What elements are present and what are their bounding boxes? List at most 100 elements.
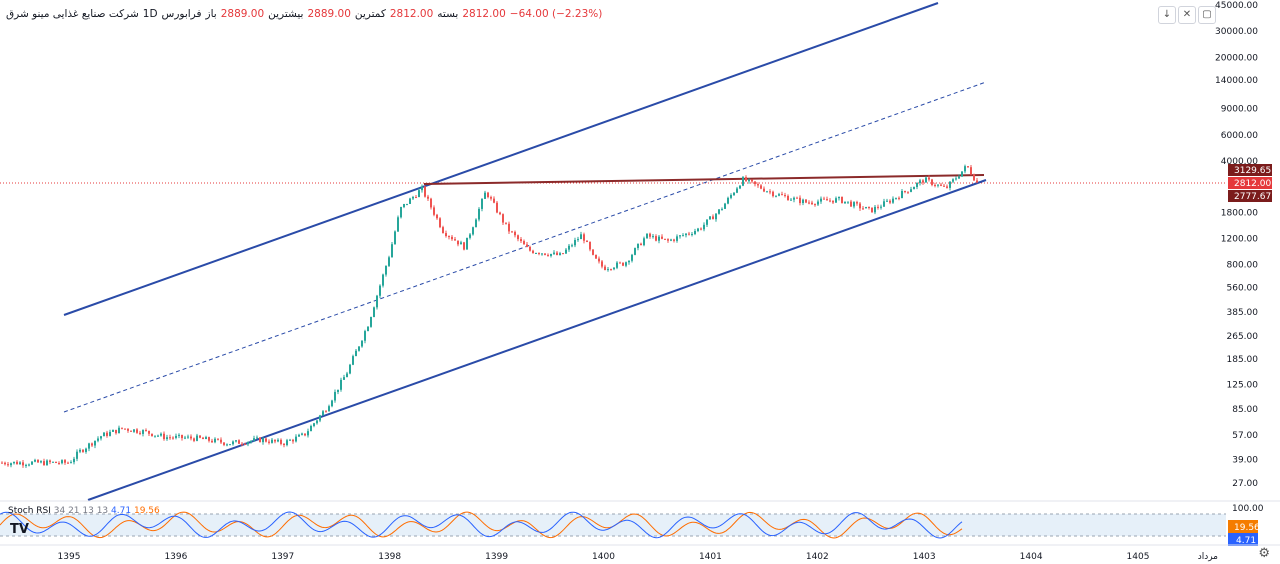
candle-body — [244, 444, 246, 446]
candle-body — [496, 202, 498, 213]
resistance-line[interactable] — [423, 174, 985, 185]
candle-body — [796, 197, 798, 199]
collapse-icon[interactable]: ✕ — [1178, 6, 1196, 24]
candle-body — [67, 462, 69, 464]
candle-body — [466, 237, 468, 250]
candle-body — [178, 434, 180, 436]
candle-body — [553, 252, 555, 254]
candle-body — [925, 177, 927, 183]
candle-body — [145, 430, 147, 432]
candle-body — [877, 206, 879, 208]
candle-body — [124, 428, 126, 430]
candle-body — [637, 243, 639, 249]
time-tick: 1395 — [58, 552, 81, 562]
candle-body — [295, 436, 297, 442]
candle-body — [799, 197, 801, 204]
candle-body — [85, 448, 87, 452]
channel-mid-line[interactable] — [63, 81, 987, 413]
candle-body — [772, 191, 774, 197]
candle-body — [229, 444, 231, 446]
candle-body — [376, 295, 378, 308]
candle-body — [640, 243, 642, 246]
price-badge-value: 2812.00 — [1234, 179, 1271, 189]
candle-body — [460, 242, 462, 245]
candle-body — [97, 438, 99, 441]
candle-body — [547, 254, 549, 256]
gear-icon[interactable]: ⚙ — [1258, 546, 1270, 561]
time-tick: 1399 — [485, 552, 508, 562]
channel-upper-line[interactable] — [63, 2, 939, 316]
candle-body — [448, 236, 450, 238]
stoch-params: 34 21 13 13 — [53, 506, 109, 516]
candle-body — [538, 253, 540, 255]
candle-body — [865, 206, 867, 209]
candle-body — [223, 442, 225, 445]
time-axis[interactable]: 1395 1396 1397 1398 1399 1400 1401 1402 1403 1404… — [58, 552, 1150, 562]
candle-body — [322, 411, 324, 416]
candle-body — [325, 411, 327, 413]
time-tick: 1402 — [806, 552, 829, 562]
candle-body — [115, 429, 117, 434]
time-tick: 1403 — [913, 552, 936, 562]
price-tick: 1200.00 — [1221, 235, 1258, 245]
price-labels: 3129.65 2812.00 2777.67 — [1228, 164, 1272, 202]
price-tick: 39.00 — [1232, 455, 1258, 465]
candle-body — [190, 436, 192, 439]
stoch-legend[interactable]: Stoch RSI 34 21 13 13 4.71 19.56 — [8, 506, 160, 516]
stoch-d-legend: 19.56 — [133, 506, 160, 516]
candle-body — [94, 440, 96, 446]
candle-body — [703, 224, 705, 230]
symbol-name[interactable]: شرکت صنایع غذایی مینو شرق — [6, 8, 139, 20]
channel-lower-line[interactable] — [87, 179, 987, 501]
fullscreen-icon[interactable]: ▢ — [1198, 6, 1216, 24]
candle-body — [706, 219, 708, 225]
candle-body — [595, 254, 597, 259]
price-axis[interactable]: 45000.00 30000.00 20000.00 14000.00 9000.00 6… — [1215, 1, 1258, 489]
candle-body — [346, 373, 348, 378]
candle-body — [517, 235, 519, 240]
candle-body — [577, 239, 579, 241]
candle-body — [751, 179, 753, 182]
candle-body — [64, 460, 66, 463]
candle-body — [823, 198, 825, 200]
stoch-d-line — [0, 511, 963, 539]
candle-body — [934, 184, 936, 186]
price-tick: 265.00 — [1227, 332, 1259, 342]
candle-body — [415, 197, 417, 199]
candle-body — [520, 239, 522, 242]
price-tick: 85.00 — [1232, 405, 1258, 415]
interval[interactable]: 1D — [142, 8, 158, 20]
candle-body — [49, 460, 51, 463]
candle-body — [664, 238, 666, 240]
time-tick: 1404 — [1020, 552, 1043, 562]
candle-body — [580, 234, 582, 240]
candle-body — [172, 437, 174, 439]
pane-toolbar: ↓ ✕ ▢ — [1158, 6, 1216, 24]
candle-body — [967, 166, 969, 168]
stoch-d-badge — [1228, 520, 1258, 533]
candle-body — [817, 201, 819, 205]
candle-body — [970, 167, 972, 175]
price-tick: 14000.00 — [1215, 76, 1258, 86]
candle-body — [529, 246, 531, 251]
stoch-axis-top: 100.00 — [1232, 504, 1264, 514]
candle-body — [307, 431, 309, 436]
candle-body — [964, 166, 966, 172]
candle-body — [73, 458, 75, 463]
candle-body — [499, 212, 501, 215]
candle-body — [862, 208, 864, 210]
candle-body — [712, 216, 714, 220]
candle-body — [808, 202, 810, 204]
high-label: بیشترین — [268, 8, 304, 20]
candle-body — [151, 433, 153, 437]
candle-body — [337, 389, 339, 392]
candle-body — [583, 234, 585, 241]
candle-body — [247, 442, 249, 445]
main-pane[interactable] — [0, 0, 1226, 500]
candle-body — [238, 440, 240, 444]
candle-body — [154, 435, 156, 437]
candle-body — [112, 429, 114, 432]
arrow-down-icon[interactable]: ↓ — [1158, 6, 1176, 24]
candle-body — [250, 440, 252, 443]
